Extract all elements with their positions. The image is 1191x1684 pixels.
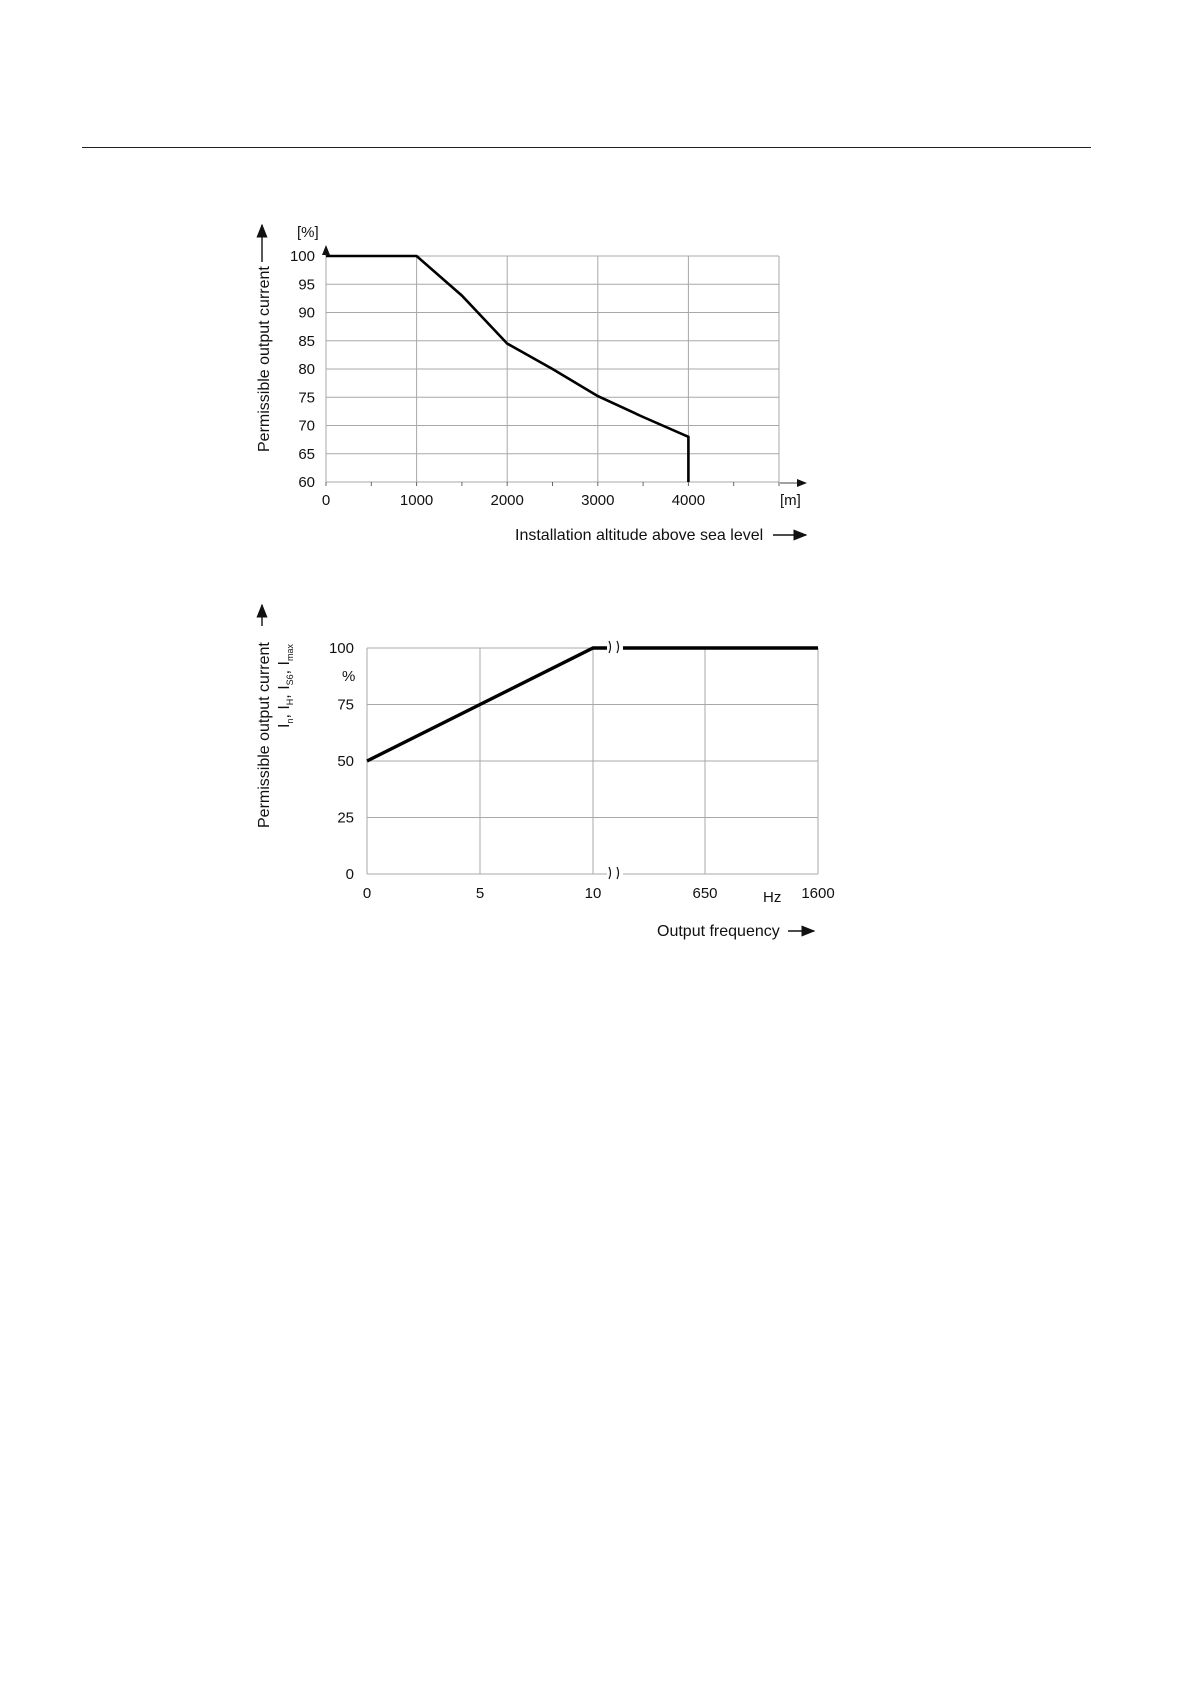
altitude-derating-line	[326, 254, 690, 482]
y-tick-label: 65	[298, 446, 315, 463]
y-tick-label: 25	[337, 810, 354, 827]
frequency-chart: 0 25 50 75 100 0 5 10 650 1600 % Hz Output frequ…	[256, 603, 835, 940]
frequency-chart-y-label: Permissible output current	[256, 642, 273, 828]
altitude-chart: 60 65 70 75 80 85 90 95 100 0 1000 2000 3000 4000 [%…	[256, 223, 808, 544]
x-tick-label: 2000	[491, 492, 524, 509]
x-tick-label: 0	[363, 885, 371, 902]
frequency-chart-x-label: Output frequency	[657, 923, 780, 940]
y-tick-label: 70	[298, 418, 315, 435]
y-tick-label: 50	[337, 753, 354, 770]
altitude-chart-x-unit: [m]	[780, 492, 801, 509]
y-tick-label: 75	[337, 697, 354, 714]
y-tick-label: 75	[298, 389, 315, 406]
x-tick-label: 5	[476, 885, 484, 902]
x-tick-label: 0	[322, 492, 330, 509]
y-tick-label: 60	[298, 474, 315, 491]
altitude-chart-y-ticks: 60 65 70 75 80 85 90 95 100	[290, 248, 315, 491]
frequency-chart-x-unit: Hz	[763, 889, 781, 906]
altitude-chart-x-label: Installation altitude above sea level	[515, 527, 763, 544]
x-tick-label: 3000	[581, 492, 614, 509]
x-tick-label: 10	[585, 885, 602, 902]
x-tick-label: 1600	[801, 885, 834, 902]
altitude-chart-grid	[325, 255, 780, 486]
x-tick-label: 4000	[672, 492, 705, 509]
frequency-chart-y-sublabel: In, IH, IS6, Imax	[276, 643, 295, 728]
y-tick-label: 85	[298, 333, 315, 350]
y-tick-label: 100	[329, 640, 354, 657]
x-tick-label: 1000	[400, 492, 433, 509]
axis-break-mark-top	[607, 640, 623, 654]
altitude-chart-y-unit: [%]	[297, 224, 319, 241]
altitude-chart-y-label: Permissible output current	[256, 266, 273, 452]
frequency-chart-y-unit: %	[342, 668, 355, 685]
frequency-chart-grid	[366, 647, 819, 875]
header-rule	[82, 147, 1091, 148]
y-tick-label: 100	[290, 248, 315, 265]
altitude-chart-x-ticks: 0 1000 2000 3000 4000	[322, 492, 705, 509]
y-tick-label: 95	[298, 276, 315, 293]
frequency-chart-y-ticks: 0 25 50 75 100	[329, 640, 354, 883]
y-tick-label: 80	[298, 361, 315, 378]
frequency-derating-line	[366, 646, 818, 763]
frequency-chart-x-ticks: 0 5 10 650 1600	[363, 885, 835, 902]
y-tick-label: 0	[346, 866, 354, 883]
x-tick-label: 650	[692, 885, 717, 902]
axis-break-mark-bottom	[607, 866, 623, 880]
y-tick-label: 90	[298, 305, 315, 322]
